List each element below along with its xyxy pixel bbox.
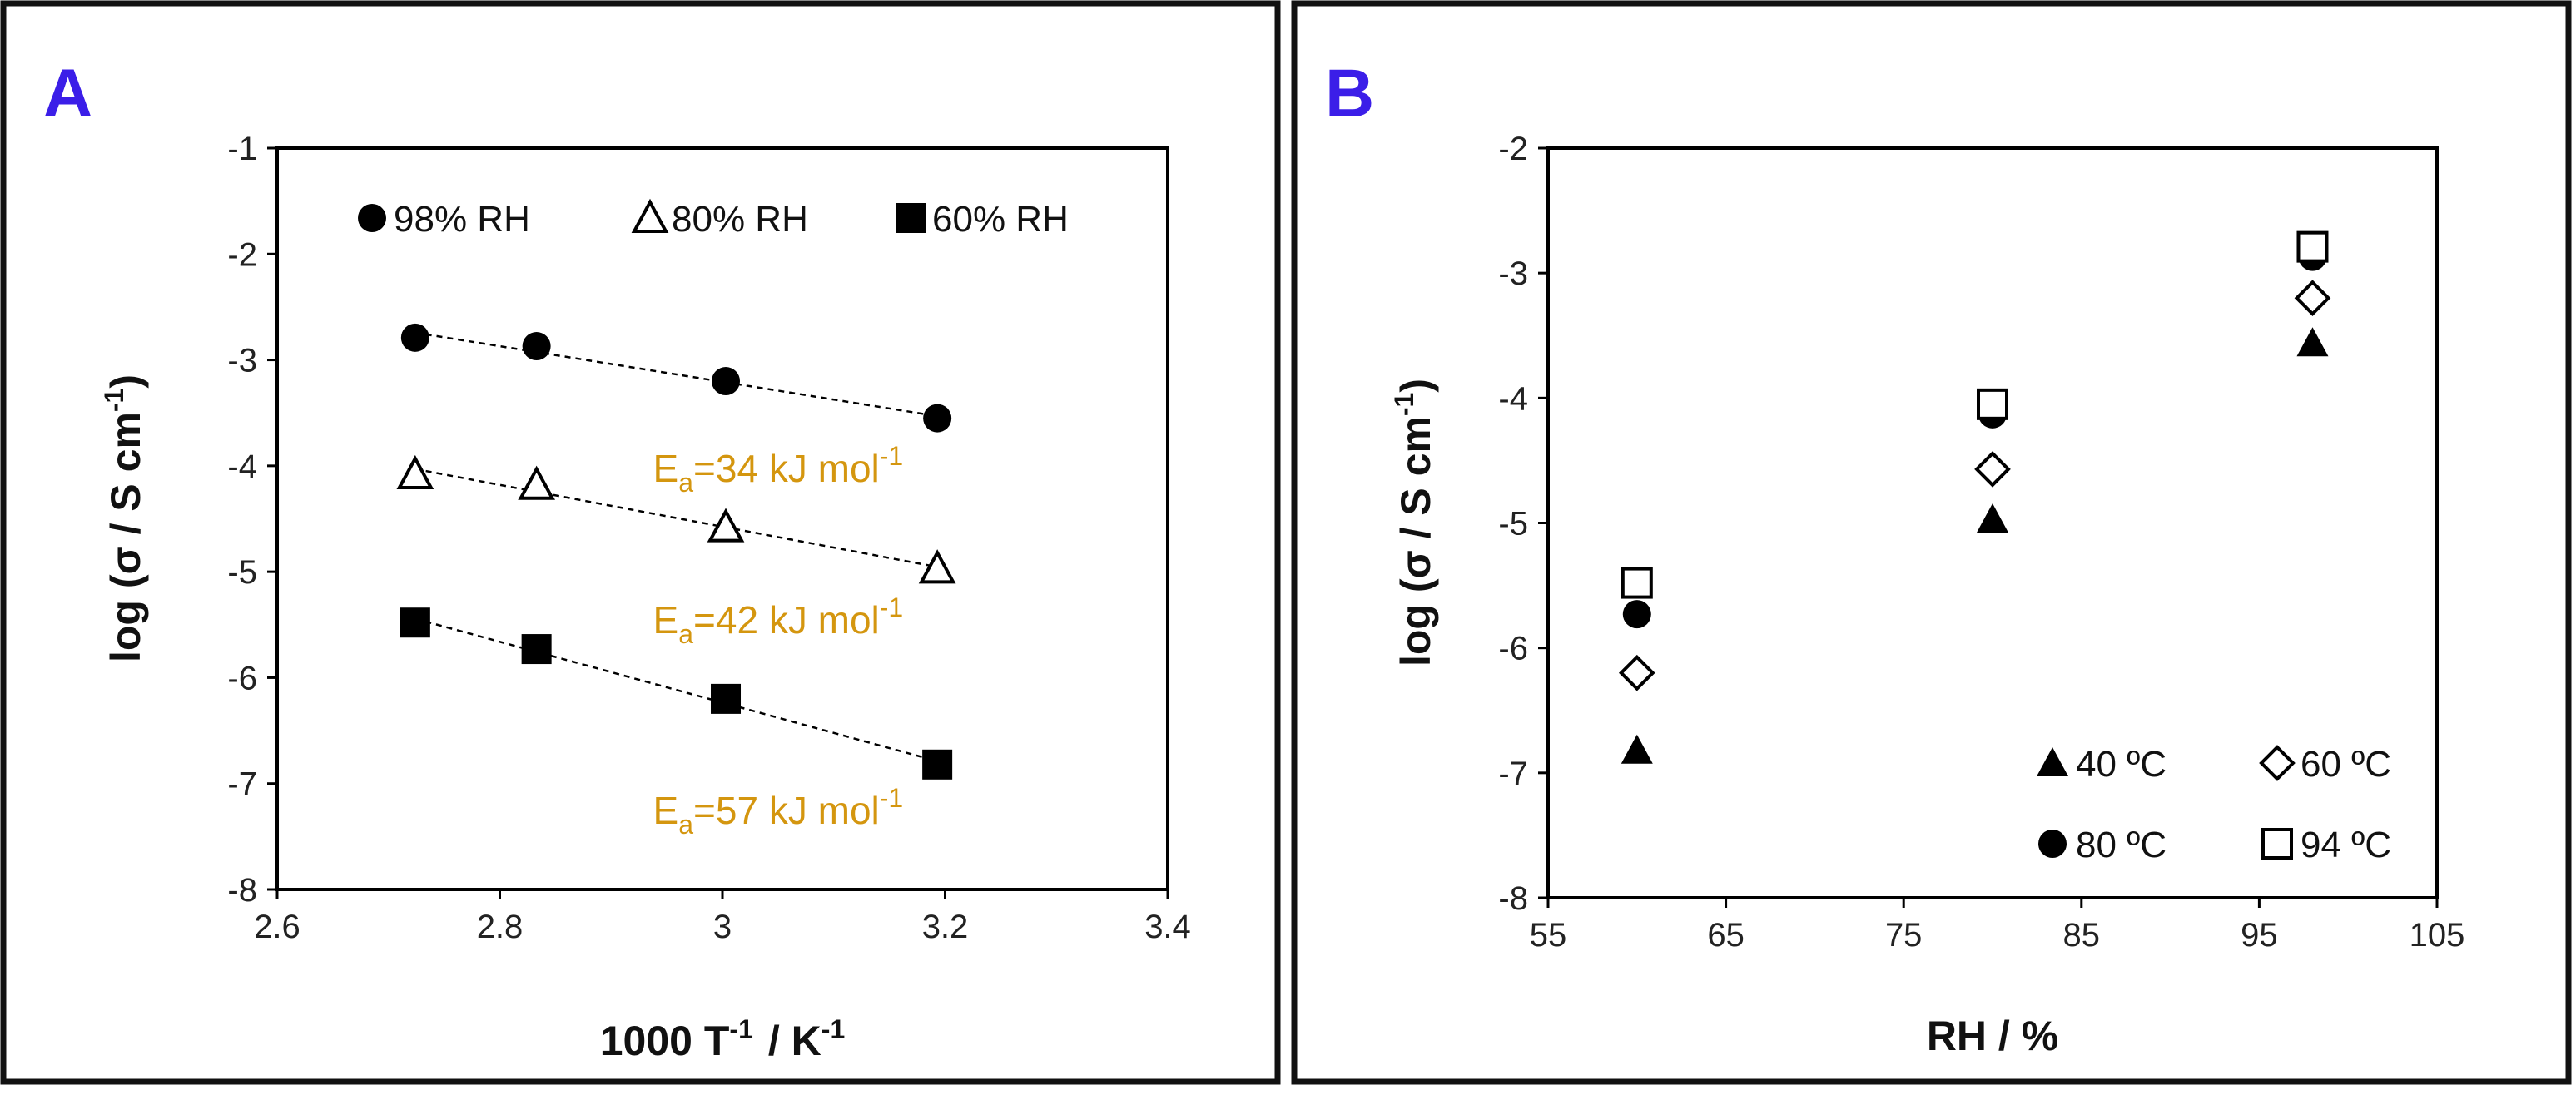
activation-energy-label: Ea=42 kJ mol-1 [653, 592, 904, 649]
legend-label-40-c: 40 ºC [2076, 744, 2167, 785]
panel-a-y-axis-title: log (σ / S cm-1) [99, 374, 149, 662]
panel-a-y-tick-label: -2 [227, 236, 257, 273]
legend-item-94-c: 94 ºC [2261, 825, 2391, 865]
legend-item-80-rh: 80% RH [631, 198, 808, 240]
data-point-40-c [1977, 503, 2008, 533]
panel-b-y-tick-label: -8 [1498, 880, 1528, 917]
panel-b-frame [1291, 0, 2572, 1085]
panel-a-annotations: Ea=34 kJ mol-1 Ea=42 kJ mol-1 Ea=57 kJ mol… [653, 441, 904, 840]
data-point-98-rh [400, 323, 429, 352]
panel-b-axes: 55 65 75 85 95 105 -8 -7 -6 -5 -4 -3 -2 [1498, 131, 2464, 954]
panel-a-y-tick-label: -5 [227, 554, 257, 591]
panel-a-y-tick-label: -8 [227, 872, 257, 909]
panel-b-x-axis-title: RH / % [1927, 1013, 2058, 1059]
data-point-98-rh [522, 332, 551, 361]
data-point-60-c [1974, 451, 2011, 488]
panel-a: A 2.6 2.8 3 3.2 3.4 -8 -7 -6 -5 -4 -3 -2 -1 98% RH 80… [43, 56, 1191, 1064]
legend-marker-80-rh [631, 198, 669, 233]
data-point-98-rh [923, 404, 952, 433]
legend-marker-98-rh [358, 204, 386, 232]
panel-b-x-tick-label: 65 [1707, 917, 1745, 954]
legend-label-98-rh: 98% RH [394, 199, 530, 240]
panel-b-legend: 40 ºC 60 ºC 80 ºC 94 ºC [2037, 744, 2391, 865]
panel-b-markers [1618, 230, 2331, 764]
panel-b-y-tick-label: -4 [1498, 380, 1528, 417]
data-point-60-rh [711, 683, 742, 714]
data-point-80-c [1622, 600, 1651, 629]
panel-a-x-tick-label: 2.8 [477, 909, 524, 945]
panel-a-markers [396, 323, 956, 780]
legend-label-80-c: 80 ºC [2076, 825, 2167, 865]
legend-label-80-rh: 80% RH [672, 199, 808, 240]
panel-a-x-axis-title: 1000 T-1/ K-1 [600, 1014, 845, 1064]
panel-b-x-tick-label: 105 [2410, 917, 2465, 954]
panel-b-x-tick-label: 85 [2063, 917, 2101, 954]
data-point-80-rh [518, 465, 555, 500]
panel-a-x-tick-label: 3.2 [922, 909, 969, 945]
legend-label-60-c: 60 ºC [2301, 744, 2391, 785]
panel-a-x-tick-label: 3 [713, 909, 732, 945]
panel-b-y-tick-label: -2 [1498, 131, 1528, 167]
data-point-60-c [1618, 654, 1655, 691]
data-point-40-c [2296, 327, 2329, 357]
legend-label-60-rh: 60% RH [932, 199, 1069, 240]
panel-a-legend: 98% RH 80% RH 60% RH [358, 198, 1069, 240]
legend-marker-40-c [2037, 747, 2068, 776]
panel-b: B 55 65 75 85 95 105 -8 -7 -6 -5 -4 -3 -2 40 ºC 60 ºC… [1325, 56, 2464, 1059]
panel-b-label: B [1325, 56, 1374, 131]
panel-b-y-tick-label: -5 [1498, 506, 1528, 543]
panel-b-y-tick-label: -6 [1498, 631, 1528, 667]
panel-a-y-tick-label: -1 [227, 131, 257, 167]
data-point-60-c [2294, 280, 2331, 317]
trendline-60-rh [414, 617, 938, 762]
panel-b-y-axis-title: log (σ / S cm-1) [1389, 379, 1439, 666]
legend-item-98-rh: 98% RH [358, 199, 530, 240]
panel-a-y-tick-label: -6 [227, 660, 257, 696]
data-point-94-c [1977, 388, 2008, 420]
trendline-80-rh [414, 468, 938, 568]
data-point-60-rh [922, 749, 953, 780]
legend-label-94-c: 94 ºC [2301, 825, 2391, 865]
data-point-60-rh [400, 607, 430, 638]
panel-a-axes: 2.6 2.8 3 3.2 3.4 -8 -7 -6 -5 -4 -3 -2 -1 [227, 131, 1190, 945]
legend-item-60-rh: 60% RH [896, 199, 1069, 240]
data-point-80-rh [396, 454, 434, 490]
panel-b-x-tick-label: 75 [1885, 917, 1923, 954]
panel-a-x-tick-label: 3.4 [1144, 909, 1191, 945]
panel-b-y-tick-label: -3 [1498, 255, 1528, 292]
legend-marker-60-c [2259, 745, 2296, 781]
legend-marker-80-c [2038, 830, 2067, 858]
panel-a-y-tick-label: -3 [227, 343, 257, 379]
data-point-60-rh [521, 634, 552, 665]
legend-item-80-c: 80 ºC [2038, 825, 2167, 865]
data-point-80-rh [918, 549, 956, 584]
trendline-98-rh [414, 331, 938, 418]
activation-energy-label: Ea=57 kJ mol-1 [653, 783, 904, 840]
panel-b-y-tick-label: -7 [1498, 756, 1528, 792]
data-point-98-rh [712, 367, 741, 396]
panel-a-label: A [43, 56, 92, 131]
legend-item-60-c: 60 ºC [2259, 744, 2391, 785]
panel-a-frame [0, 0, 1281, 1085]
panel-a-y-tick-label: -7 [227, 766, 257, 803]
panel-a-y-tick-label: -4 [227, 448, 257, 485]
data-point-40-c [1621, 734, 1653, 764]
panel-a-x-tick-label: 2.6 [254, 909, 300, 945]
legend-marker-60-rh [896, 203, 926, 233]
panel-b-x-tick-label: 55 [1530, 917, 1567, 954]
data-point-80-rh [707, 508, 745, 543]
data-point-94-c [2296, 230, 2329, 263]
data-point-94-c [1621, 567, 1653, 599]
panel-b-plot-area [1546, 146, 2439, 899]
panel-a-trendlines [414, 331, 938, 762]
activation-energy-label: Ea=34 kJ mol-1 [653, 441, 904, 498]
legend-marker-94-c [2261, 828, 2293, 860]
legend-item-40-c: 40 ºC [2037, 744, 2167, 785]
panel-b-x-tick-label: 95 [2241, 917, 2278, 954]
